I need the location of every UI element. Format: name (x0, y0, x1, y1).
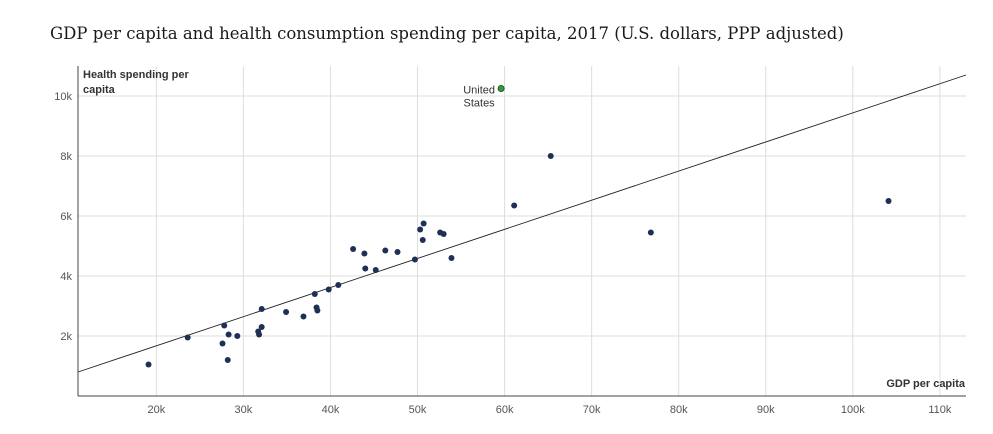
data-point (224, 357, 231, 363)
data-point (311, 291, 318, 297)
axis-labels: 20k 30k 40k 50k 60k 70k 80k 90k 100k 110k 2k 4k 6k 8k… (54, 69, 966, 416)
y-tick-label: 10k (54, 91, 72, 103)
data-points (145, 85, 892, 368)
data-point (225, 331, 232, 338)
data-point (417, 226, 424, 233)
x-tick-label: 20k (147, 404, 165, 416)
data-point (335, 282, 342, 288)
data-point (325, 286, 332, 293)
highlight-label: United (463, 85, 495, 97)
x-axis-title: GDP per capita (886, 378, 966, 390)
data-point (221, 322, 228, 329)
data-point (420, 220, 427, 227)
x-tick-label: 50k (409, 404, 427, 416)
data-point (300, 313, 307, 320)
data-point (440, 231, 447, 237)
y-tick-label: 2k (60, 331, 72, 343)
data-point (547, 153, 554, 159)
y-axis-title: Health spending per (83, 69, 189, 81)
x-tick-label: 110k (928, 404, 952, 416)
data-point (314, 307, 321, 314)
data-point (234, 333, 241, 339)
data-point (647, 229, 654, 236)
y-tick-label: 4k (60, 271, 72, 283)
data-point (258, 324, 265, 330)
x-tick-label: 40k (322, 404, 340, 416)
data-point (283, 309, 290, 315)
highlight-label: States (464, 98, 496, 110)
data-point (258, 306, 265, 312)
data-point (411, 256, 418, 263)
data-point (362, 265, 369, 272)
data-point (885, 198, 892, 204)
highlight-point (497, 85, 505, 92)
axes (77, 66, 966, 397)
data-point (448, 255, 455, 261)
data-point (350, 246, 357, 252)
y-axis-title: capita (83, 84, 116, 96)
data-point (361, 250, 368, 257)
x-tick-label: 90k (757, 404, 775, 416)
data-point (219, 340, 226, 347)
data-point (394, 249, 401, 255)
trendline-group (77, 74, 967, 373)
y-tick-label: 6k (60, 211, 72, 223)
x-tick-label: 30k (235, 404, 253, 416)
data-point (419, 237, 426, 243)
y-tick-label: 8k (60, 151, 72, 163)
trendline (77, 74, 967, 373)
x-tick-label: 60k (496, 404, 514, 416)
data-point (256, 331, 263, 338)
x-tick-label: 100k (841, 404, 865, 416)
data-point (145, 361, 152, 368)
data-point (372, 267, 379, 273)
x-tick-label: 80k (670, 404, 688, 416)
data-point (184, 334, 191, 341)
x-tick-label: 70k (583, 404, 601, 416)
chart-title: GDP per capita and health consumption sp… (50, 24, 844, 43)
data-point (511, 202, 518, 209)
grid-lines (78, 66, 966, 396)
data-point (382, 247, 389, 254)
